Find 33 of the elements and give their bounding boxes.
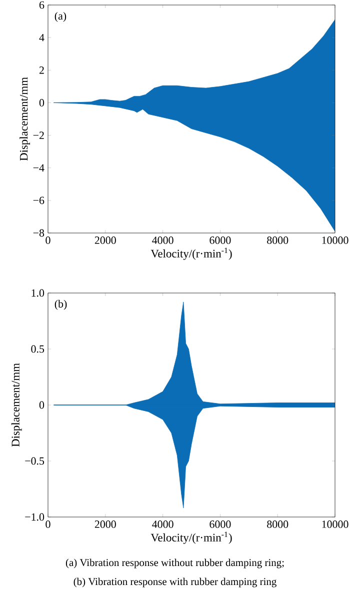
y-axis-title: Displacement/mm <box>20 77 30 161</box>
y-tick-label: −2 <box>33 132 44 139</box>
y-tick-label: 0 <box>39 99 44 106</box>
y-tick-label: −4 <box>33 164 44 172</box>
x-axis-title: Velocity/(r·min$^{-1}$) <box>150 532 232 544</box>
x-tick-label: 8000 <box>267 236 288 244</box>
y-tick-label: −8 <box>33 229 44 237</box>
y-tick-label: −6 <box>33 196 44 204</box>
text: (a) Vibration response without rubber damping ring; <box>66 558 284 568</box>
y-tick-label: −1.0 <box>25 513 44 521</box>
y-tick-label: 2 <box>39 66 44 74</box>
y-tick-label: 0.5 <box>31 345 44 353</box>
x-tick-label: 8000 <box>267 520 288 528</box>
annotation: (b) <box>54 300 67 310</box>
y-tick-label: 1.0 <box>32 289 44 297</box>
x-axis-title: Velocity/(r·min$^{-1}$) <box>150 248 232 260</box>
x-tick-label: 4000 <box>152 236 174 244</box>
x-tick-label: 6000 <box>210 236 231 244</box>
x-tick-label: 0 <box>46 236 50 244</box>
text: (b) Vibration response with rubber damping ring <box>74 578 276 588</box>
x-tick-label: 4000 <box>152 520 174 528</box>
x-tick-label: 0 <box>46 520 50 528</box>
x-tick-label: 6000 <box>210 520 231 528</box>
y-tick-label: −0.5 <box>25 457 44 465</box>
x-tick-label: 2000 <box>94 520 116 528</box>
y-tick-label: 4 <box>39 34 44 42</box>
x-tick-label: 10000 <box>322 520 348 528</box>
annotation: (a) <box>54 12 66 22</box>
y-tick-label: 0 <box>39 401 44 409</box>
x-tick-label: 2000 <box>94 236 116 244</box>
y-axis-title: Displacement/mm <box>11 363 22 447</box>
x-tick-label: 10000 <box>322 236 348 244</box>
y-tick-label: 6 <box>39 1 44 9</box>
